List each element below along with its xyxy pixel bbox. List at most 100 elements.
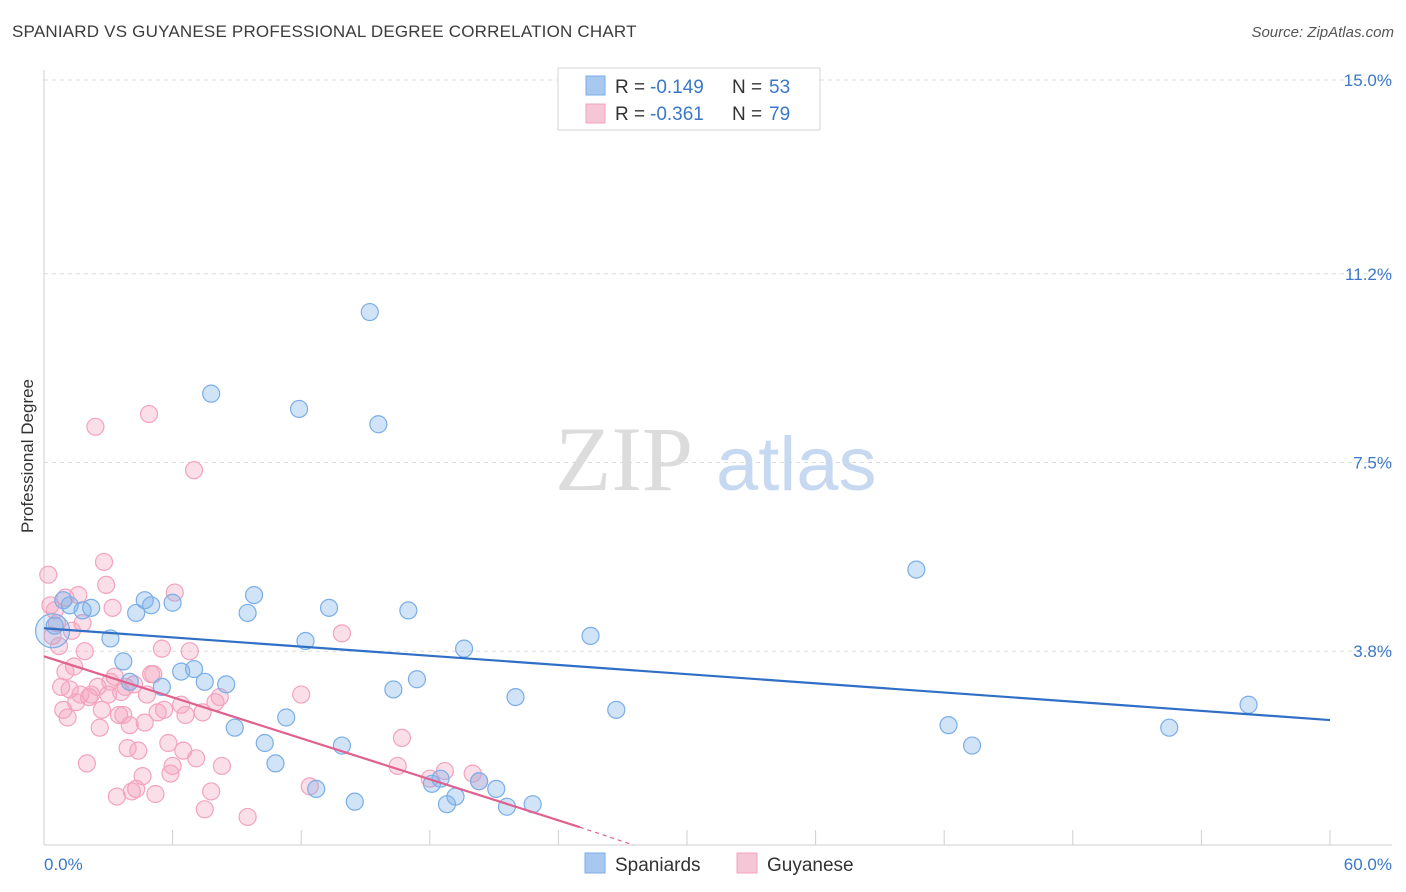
spaniards-point [127, 603, 146, 623]
spaniards-point [581, 626, 600, 646]
spaniards-point [407, 670, 427, 689]
spaniards-point [506, 687, 525, 707]
watermark-atlas: atlas [716, 422, 877, 507]
legend-r-label-1: R = [615, 77, 645, 98]
spaniards-point [82, 598, 101, 617]
legend-swatch-spaniards [585, 75, 606, 96]
y-tick-label: 3.8% [1353, 642, 1392, 661]
spaniards-point [289, 399, 309, 419]
spaniards-point [142, 596, 161, 615]
spaniards-point [487, 779, 506, 799]
legend-n-value-1: 53 [769, 77, 790, 98]
spaniards-point [277, 708, 296, 727]
spaniards-point [1160, 718, 1179, 737]
guyanese-point [114, 705, 133, 725]
x-tick-label-min: 0.0% [44, 855, 83, 874]
y-tick-label: 11.2% [1345, 265, 1392, 284]
guyanese-point [392, 728, 412, 748]
guyanese-trend-extension [579, 826, 634, 846]
x-ticks [172, 830, 1331, 845]
spaniards-point [307, 779, 326, 799]
guyanese-point [202, 782, 221, 801]
legend-n-value-2: 79 [769, 104, 790, 125]
watermark: ZIP atlas [555, 408, 877, 510]
y-axis-title: Professional Degree [18, 379, 37, 533]
guyanese-point [94, 552, 114, 572]
spaniards-point [266, 754, 285, 773]
guyanese-point [133, 767, 152, 786]
spaniards-point [345, 792, 364, 811]
legend-n-label-2: N = [732, 104, 762, 125]
guyanese-trend-line [43, 655, 581, 829]
guyanese-point [163, 756, 182, 776]
spaniards-point [1239, 695, 1258, 714]
guyanese-point [92, 700, 111, 719]
spaniards-point [238, 603, 257, 623]
guyanese-point [58, 708, 77, 727]
spaniards-point [163, 593, 182, 612]
guyanese-point [135, 713, 154, 732]
bottom-legend-label-spaniards: Spaniards [615, 855, 701, 876]
spaniards-point [469, 772, 489, 791]
watermark-zip: ZIP [555, 408, 693, 510]
series-guyanese [39, 404, 489, 827]
bottom-legend-label-guyanese: Guyanese [767, 855, 854, 876]
spaniards-point [360, 302, 379, 322]
guyanese-point [118, 738, 137, 758]
legend-n-label-1: N = [732, 77, 762, 98]
legend-r-value-1: -0.149 [650, 77, 704, 98]
guyanese-point [103, 598, 122, 617]
guyanese-point [292, 685, 311, 704]
guyanese-point [144, 665, 163, 684]
spaniards-point [296, 631, 315, 651]
legend-r-value-2: -0.361 [650, 104, 704, 125]
guyanese-point [97, 575, 116, 595]
guyanese-point [159, 733, 178, 753]
spaniards-point [184, 659, 204, 679]
guyanese-point [139, 404, 159, 424]
spaniards-point [939, 716, 958, 735]
bottom-legend-swatch-guyanese [736, 852, 758, 874]
guyanese-point [187, 749, 206, 768]
guyanese-point [75, 642, 94, 661]
grid-lines [44, 79, 1392, 652]
guyanese-point [146, 784, 165, 804]
trend-lines [43, 627, 1331, 846]
spaniards-point [907, 560, 926, 579]
spaniards-point [217, 675, 236, 694]
guyanese-point [86, 417, 105, 436]
guyanese-point [120, 716, 139, 735]
guyanese-point [332, 624, 352, 643]
spaniards-point [962, 736, 982, 755]
spaniards-point [244, 585, 264, 605]
legend-r-label-2: R = [615, 104, 645, 125]
spaniards-point [446, 787, 465, 806]
spaniards-point [454, 639, 474, 658]
legend-swatch-guyanese [585, 103, 606, 124]
guyanese-point [180, 642, 199, 661]
axes [43, 70, 1392, 846]
guyanese-point [212, 756, 231, 776]
x-tick-label-max: 60.0% [1344, 855, 1392, 874]
chart-title: SPANIARD VS GUYANESE PROFESSIONAL DEGREE… [12, 22, 637, 41]
y-tick-labels: 3.8% 7.5% 11.2% 15.0% [1344, 71, 1392, 661]
y-tick-label: 7.5% [1353, 454, 1392, 473]
guyanese-point [195, 800, 214, 819]
bottom-legend: Spaniards Guyanese [584, 852, 854, 876]
spaniards-point [607, 700, 626, 719]
spaniards-point [152, 677, 171, 697]
spaniards-point [255, 733, 274, 753]
spaniards-point [319, 598, 339, 617]
guyanese-point [77, 754, 96, 773]
spaniards-point [225, 718, 244, 737]
guyanese-point [152, 639, 171, 658]
legend: R = -0.149 N = 53 R = -0.361 N = 79 [557, 67, 821, 131]
spaniards-point [202, 384, 221, 403]
guyanese-point [176, 705, 195, 725]
y-tick-label: 15.0% [1344, 71, 1392, 90]
spaniards-point [399, 601, 418, 620]
guyanese-point [90, 718, 109, 737]
bottom-legend-swatch-spaniards [584, 852, 606, 874]
guyanese-point [154, 700, 174, 719]
